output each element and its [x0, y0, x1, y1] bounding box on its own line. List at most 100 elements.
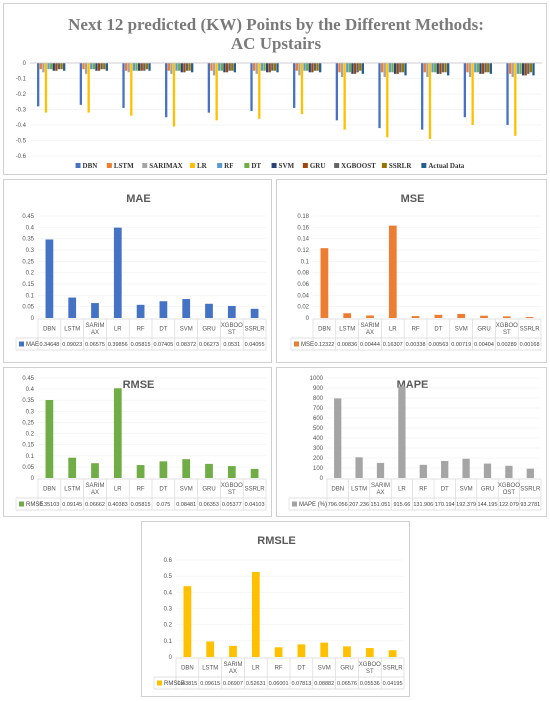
category-label-svm: SVM	[180, 487, 193, 493]
y-tick-label: 0.16	[297, 225, 309, 231]
bar-gru	[481, 63, 485, 74]
bar-svm	[457, 313, 466, 318]
data-table-value-svm: 0.08481	[176, 502, 196, 508]
bar-lr	[172, 63, 176, 127]
bar-svm	[320, 642, 329, 657]
data-table-value-dt: 0.00563	[428, 342, 448, 348]
bar-dbn	[79, 63, 82, 105]
legend-swatch-rf	[217, 163, 223, 168]
data-table-value-sarimax: 0.00444	[360, 342, 380, 348]
bar-lstm	[295, 63, 298, 71]
bar-sarimax	[511, 63, 514, 77]
data-table-value-rf: 0.05815	[131, 502, 151, 508]
legend-swatch-lr	[189, 163, 195, 168]
data-table-value-svm: 192.379	[456, 502, 476, 508]
bar-lstm	[124, 63, 128, 71]
data-table-value-gru: 144.195	[478, 502, 498, 508]
data-table-value-ssrlr: 93.2781	[520, 502, 540, 508]
bar-rf	[431, 63, 434, 73]
bar-rf	[419, 464, 427, 478]
bar-svm	[223, 63, 226, 73]
bar-dbn	[334, 398, 342, 478]
data-table-value-dt: 0.075	[157, 502, 171, 508]
bar-ssrlr	[103, 63, 106, 70]
legend-label-svm: SVM	[279, 162, 295, 170]
legend-swatch-rmsle	[157, 680, 162, 686]
bar-rf	[90, 63, 93, 70]
category-label-xgboost: XGBOO	[221, 323, 243, 329]
category-label-xgboost: ST	[228, 490, 236, 496]
category-label-ssrlr: SSRLR	[245, 487, 266, 493]
legend-swatch-lstm	[106, 163, 112, 168]
bar-sarimax	[84, 63, 88, 74]
y-tick-label: 100	[313, 466, 324, 472]
category-label-xgboost: ST	[228, 330, 236, 336]
y-tick-label: -0.3	[16, 108, 27, 114]
category-label-rf: RF	[137, 487, 145, 493]
data-table-value-lstm: 0.09023	[62, 342, 82, 348]
data-table-value-xgboost: 0.05536	[360, 681, 380, 687]
bar-gru	[55, 63, 58, 71]
bar-ssrlr	[60, 63, 63, 70]
bar-actual-data	[233, 63, 236, 73]
bar-dt	[306, 63, 309, 71]
bar-dbn	[320, 248, 329, 318]
legend-swatch-mae	[19, 341, 24, 347]
bar-sarimax	[229, 645, 237, 657]
data-table-value-lstm: 0.00836	[337, 342, 357, 348]
bar-lstm	[380, 63, 384, 73]
bar-dt	[263, 63, 266, 71]
legend-label-sarimax: SARIMAX	[149, 162, 182, 170]
y-tick-label: 0.35	[22, 237, 34, 243]
legend-label-dbn: DBN	[83, 162, 98, 170]
category-label-sarimax: SARIM	[371, 483, 390, 489]
data-table-value-lr: 0.52631	[246, 681, 266, 687]
bar-actual-data	[148, 63, 151, 71]
bar-dbn	[45, 399, 54, 478]
bar-svm	[95, 63, 98, 71]
bar-rf	[303, 63, 306, 71]
legend-swatch-ssrlr	[381, 163, 387, 168]
legend-label-lr: LR	[197, 162, 208, 170]
category-label-xgboost: ST	[503, 330, 511, 336]
y-tick-label: 0.2	[26, 432, 35, 438]
bar-dbn	[183, 586, 192, 657]
bar-lstm	[466, 63, 469, 73]
bar-lr	[343, 63, 346, 130]
bar-gru	[343, 646, 351, 657]
bar-sarimax	[91, 303, 99, 318]
bar-lr	[251, 571, 260, 657]
data-table-value-lr: 0.16307	[383, 342, 403, 348]
legend-swatch-dbn	[75, 163, 81, 168]
bar-xgboost	[185, 63, 189, 71]
bar-lstm	[355, 457, 363, 478]
legend-label-actual-data: Actual Data	[428, 162, 464, 170]
bar-dbn	[506, 63, 509, 125]
data-table-value-ssrlr: 0.04195	[383, 681, 403, 687]
y-tick-label: 0	[31, 476, 35, 482]
bar-ssrlr	[525, 317, 534, 318]
category-label-gru: GRU	[202, 327, 215, 333]
category-label-ssrlr: SSRLR	[245, 327, 266, 333]
data-table-value-svm: 0.00719	[451, 342, 471, 348]
legend-label-rmsle: RMSLE	[164, 681, 185, 687]
bar-xgboost	[441, 63, 445, 73]
y-tick-label: 0.45	[22, 376, 34, 382]
bar-rf	[516, 63, 520, 74]
bar-sarimax	[127, 63, 130, 73]
bar-lr	[514, 63, 517, 136]
bar-dt	[135, 63, 138, 71]
bar-dt	[434, 314, 443, 318]
bar-rf	[388, 63, 392, 73]
bar-ssrlr	[231, 63, 234, 71]
y-tick-label: 0.2	[26, 271, 35, 277]
category-label-xgboost: OST	[503, 490, 516, 496]
bar-rf	[411, 316, 420, 318]
y-tick-label: 0.04	[297, 293, 309, 299]
bar-xgboost	[227, 305, 236, 318]
data-table-value-svm: 0.08372	[176, 342, 196, 348]
data-table-value-lr: 915.66	[393, 502, 410, 508]
bar-ssrlr	[359, 63, 362, 71]
bar-ssrlr	[188, 63, 191, 71]
y-tick-label: 0	[169, 655, 173, 661]
